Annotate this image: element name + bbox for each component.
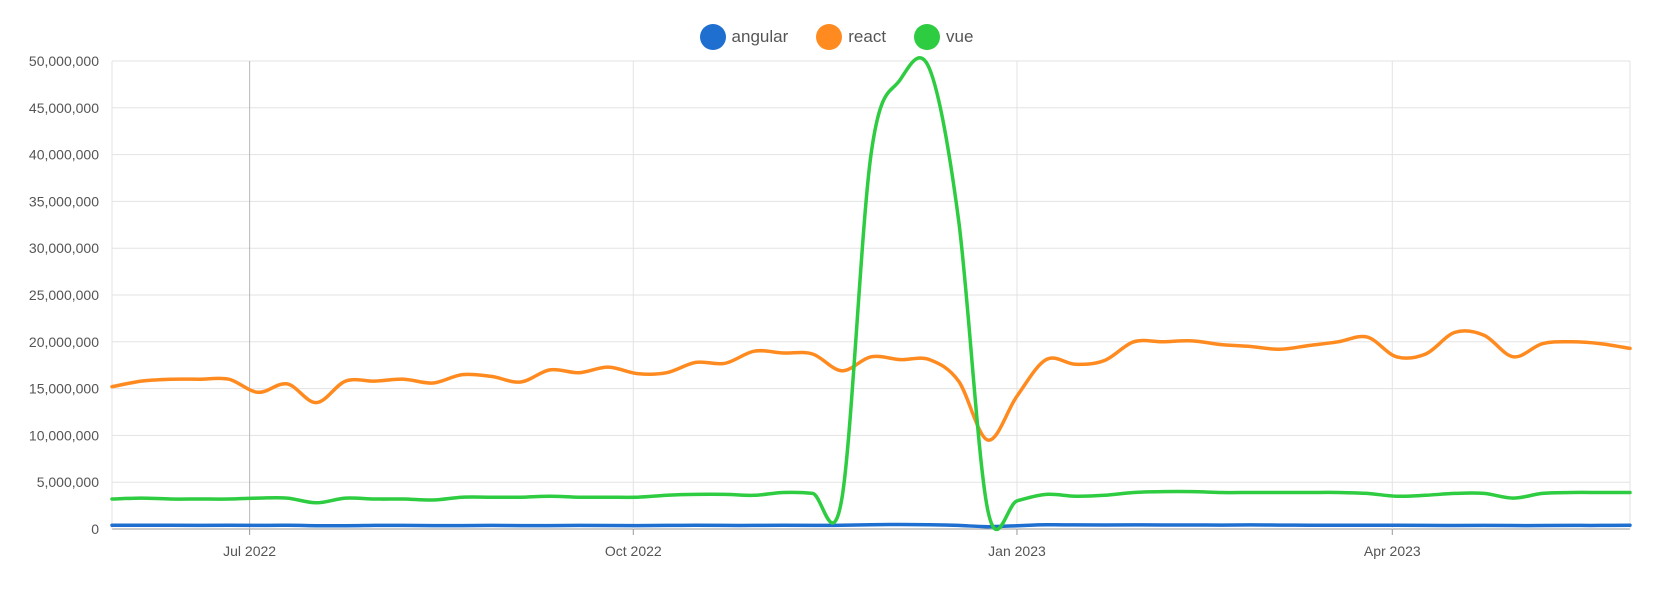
legend-swatch-vue bbox=[914, 24, 941, 50]
y-tick-label: 0 bbox=[91, 521, 99, 537]
legend-label-react: react bbox=[848, 27, 887, 46]
x-tick-label: Apr 2023 bbox=[1364, 543, 1421, 559]
legend-item-angular[interactable]: angular bbox=[699, 24, 789, 50]
y-tick-label: 5,000,000 bbox=[37, 474, 99, 490]
y-tick-label: 15,000,000 bbox=[29, 381, 99, 397]
x-tick-label: Jul 2022 bbox=[223, 543, 276, 559]
legend-swatch-angular bbox=[699, 24, 726, 50]
legend: angular react vue bbox=[0, 24, 1673, 50]
series-line-react bbox=[110, 329, 1632, 442]
y-tick-label: 10,000,000 bbox=[29, 427, 99, 443]
y-tick-label: 50,000,000 bbox=[29, 53, 99, 69]
legend-item-react[interactable]: react bbox=[816, 24, 886, 50]
y-tick-label: 20,000,000 bbox=[29, 334, 99, 350]
y-tick-label: 40,000,000 bbox=[29, 147, 99, 163]
x-tick-label: Jan 2023 bbox=[988, 543, 1046, 559]
y-tick-label: 30,000,000 bbox=[29, 240, 99, 256]
x-tick-label: Oct 2022 bbox=[605, 543, 662, 559]
series-line-vue bbox=[110, 56, 1632, 532]
legend-item-vue[interactable]: vue bbox=[914, 24, 973, 50]
y-tick-label: 35,000,000 bbox=[29, 193, 99, 209]
legend-swatch-react bbox=[816, 24, 843, 50]
legend-label-vue: vue bbox=[946, 27, 974, 46]
series-line-angular bbox=[110, 522, 1632, 529]
legend-label-angular: angular bbox=[731, 27, 789, 46]
y-tick-label: 25,000,000 bbox=[29, 287, 99, 303]
y-tick-label: 45,000,000 bbox=[29, 100, 99, 116]
